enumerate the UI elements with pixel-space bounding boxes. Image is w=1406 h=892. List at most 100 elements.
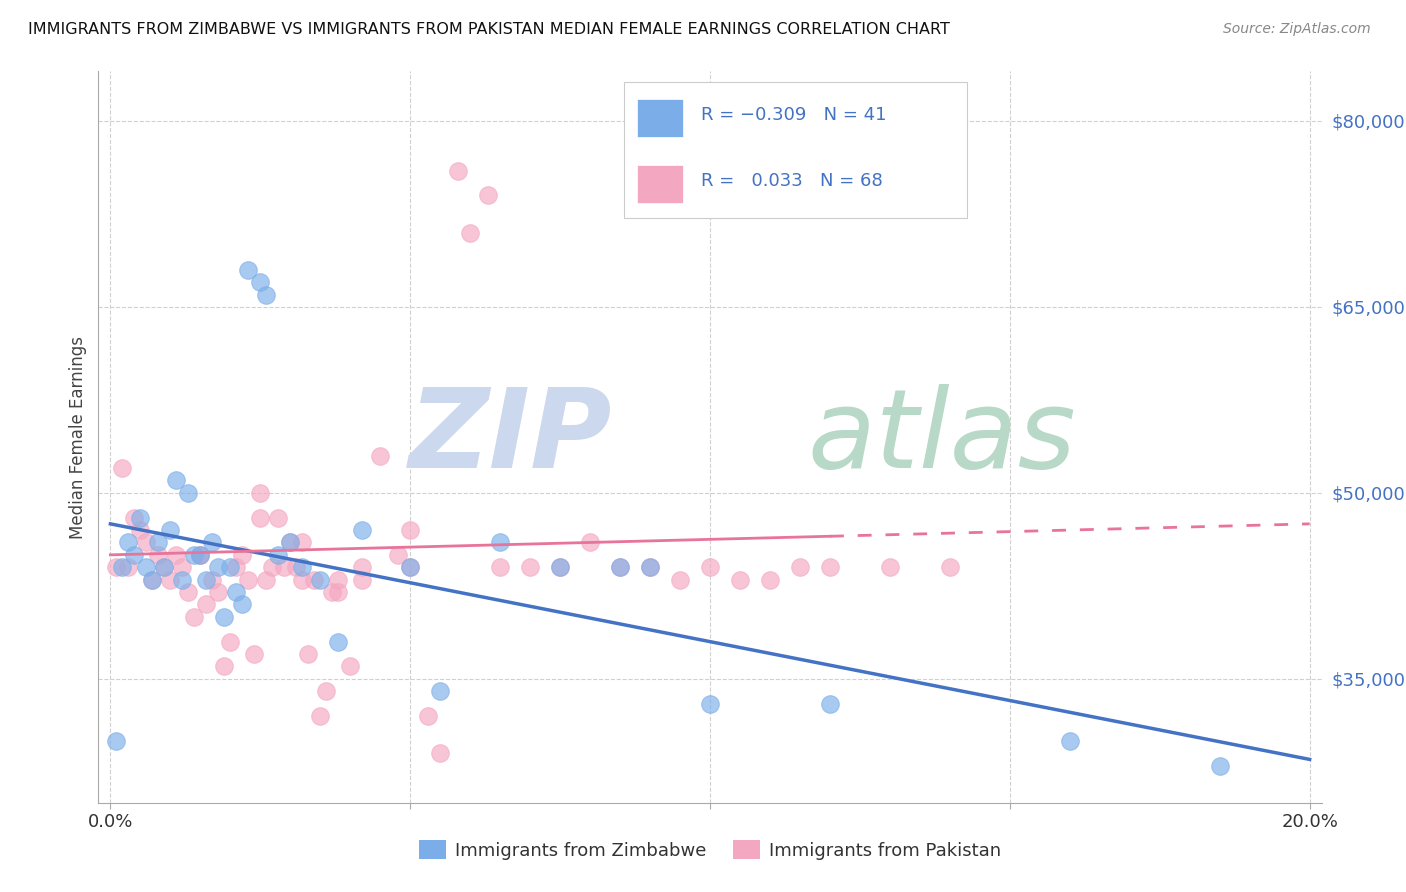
Point <box>1059 734 1081 748</box>
Point <box>818 560 841 574</box>
Point <box>399 560 422 574</box>
Point <box>278 535 301 549</box>
Point <box>447 163 470 178</box>
Point <box>309 573 332 587</box>
Point <box>387 548 409 562</box>
Point <box>267 548 290 562</box>
Point <box>207 560 229 574</box>
Point <box>172 560 194 574</box>
Text: R =   0.033   N = 68: R = 0.033 N = 68 <box>702 172 883 190</box>
Point <box>477 188 499 202</box>
Point <box>153 560 176 574</box>
Y-axis label: Median Female Earnings: Median Female Earnings <box>69 335 87 539</box>
Point <box>699 697 721 711</box>
Point <box>141 573 163 587</box>
Point <box>249 486 271 500</box>
Point <box>231 548 253 562</box>
Point <box>609 560 631 574</box>
Point <box>238 573 260 587</box>
Legend: Immigrants from Zimbabwe, Immigrants from Pakistan: Immigrants from Zimbabwe, Immigrants fro… <box>412 833 1008 867</box>
FancyBboxPatch shape <box>624 82 967 218</box>
Point <box>759 573 782 587</box>
FancyBboxPatch shape <box>637 99 683 137</box>
Point <box>148 535 170 549</box>
Point <box>352 573 374 587</box>
Point <box>699 560 721 574</box>
Text: IMMIGRANTS FROM ZIMBABWE VS IMMIGRANTS FROM PAKISTAN MEDIAN FEMALE EARNINGS CORR: IMMIGRANTS FROM ZIMBABWE VS IMMIGRANTS F… <box>28 22 950 37</box>
Text: Source: ZipAtlas.com: Source: ZipAtlas.com <box>1223 22 1371 37</box>
Point <box>273 560 295 574</box>
Text: R = −0.309   N = 41: R = −0.309 N = 41 <box>702 106 887 124</box>
Point <box>225 585 247 599</box>
Point <box>105 734 128 748</box>
Point <box>219 560 242 574</box>
Point <box>1208 758 1230 772</box>
Point <box>153 560 176 574</box>
Point <box>304 573 326 587</box>
Point <box>879 560 901 574</box>
Point <box>201 573 224 587</box>
Point <box>789 560 811 574</box>
Point <box>818 697 841 711</box>
Point <box>519 560 541 574</box>
Text: ZIP: ZIP <box>409 384 612 491</box>
Point <box>291 573 314 587</box>
Point <box>297 647 319 661</box>
Point <box>188 548 211 562</box>
Point <box>489 560 512 574</box>
Point <box>111 461 134 475</box>
Point <box>183 548 205 562</box>
Point <box>352 560 374 574</box>
Point <box>141 573 163 587</box>
Point <box>188 548 211 562</box>
Point <box>254 287 277 301</box>
Point <box>231 598 253 612</box>
Point <box>368 449 391 463</box>
Point <box>159 573 181 587</box>
Point <box>291 560 314 574</box>
Point <box>129 510 152 524</box>
Point <box>249 510 271 524</box>
Point <box>124 548 146 562</box>
Point <box>291 535 314 549</box>
Point <box>309 709 332 723</box>
Point <box>111 560 134 574</box>
Point <box>418 709 440 723</box>
Point <box>328 634 350 648</box>
Point <box>238 262 260 277</box>
Point <box>429 746 451 760</box>
Point <box>399 523 422 537</box>
Point <box>267 510 290 524</box>
Point <box>135 535 157 549</box>
Point <box>105 560 128 574</box>
Point <box>214 659 236 673</box>
Point <box>177 486 200 500</box>
Point <box>458 226 481 240</box>
Point <box>579 535 602 549</box>
Point <box>352 523 374 537</box>
Point <box>177 585 200 599</box>
Point <box>548 560 571 574</box>
Point <box>249 275 271 289</box>
Point <box>489 535 512 549</box>
Point <box>195 598 218 612</box>
Point <box>159 523 181 537</box>
Point <box>207 585 229 599</box>
Point <box>429 684 451 698</box>
Point <box>285 560 308 574</box>
Point <box>117 535 139 549</box>
Point <box>195 573 218 587</box>
Point <box>262 560 284 574</box>
Point <box>219 634 242 648</box>
Point <box>328 573 350 587</box>
Point <box>728 573 751 587</box>
Point <box>339 659 361 673</box>
Point <box>135 560 157 574</box>
Point <box>399 560 422 574</box>
Point <box>321 585 343 599</box>
Point <box>188 548 211 562</box>
Point <box>243 647 266 661</box>
Point <box>638 560 661 574</box>
Point <box>148 548 170 562</box>
Point <box>548 560 571 574</box>
